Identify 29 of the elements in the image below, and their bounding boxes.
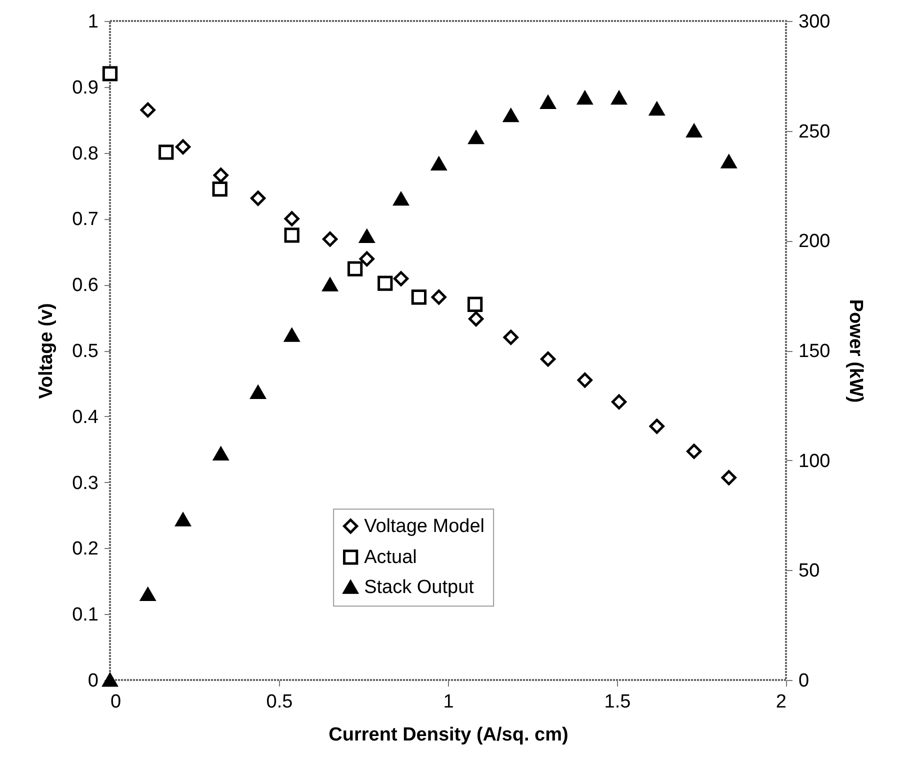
legend-label: Voltage Model bbox=[364, 516, 484, 538]
y2-tick-label: 250 bbox=[798, 121, 830, 142]
legend-label: Stack Output bbox=[364, 577, 475, 598]
x-tick-label: 2 bbox=[776, 692, 786, 712]
y-tick-label: 0.4 bbox=[72, 406, 99, 428]
y2-tick-label: 100 bbox=[798, 450, 830, 472]
y2-tick-label: 300 bbox=[798, 12, 830, 32]
y-tick-label: 0.5 bbox=[72, 341, 98, 362]
legend-label: Actual bbox=[364, 547, 417, 568]
x-tick-label: 0.5 bbox=[266, 692, 293, 712]
y2-tick-label: 50 bbox=[798, 560, 820, 582]
y-tick-label: 0 bbox=[88, 670, 98, 692]
y-tick-label: 0.6 bbox=[72, 275, 98, 296]
y-tick-label: 1 bbox=[88, 12, 98, 32]
y-tick-label: 0.3 bbox=[72, 472, 98, 494]
y2-tick-label: 150 bbox=[798, 341, 830, 362]
y-tick-label: 0.7 bbox=[72, 209, 98, 230]
x-axis-title: Current Density (A/sq. cm) bbox=[328, 724, 568, 746]
x-tick-label: 1 bbox=[443, 692, 454, 712]
x-tick-label: 0 bbox=[110, 692, 122, 712]
y2-axis-title: Power (kW) bbox=[845, 299, 866, 403]
y-tick-label: 0.9 bbox=[72, 77, 98, 98]
y-tick-label: 0.8 bbox=[72, 143, 98, 164]
y-axis-title: Voltage (v) bbox=[36, 303, 58, 399]
y2-tick-label: 0 bbox=[798, 670, 810, 692]
y-tick-label: 0.2 bbox=[72, 538, 98, 560]
y-tick-label: 0.1 bbox=[72, 604, 98, 626]
x-tick-label: 1.5 bbox=[604, 692, 631, 712]
y2-tick-label: 200 bbox=[798, 231, 830, 252]
